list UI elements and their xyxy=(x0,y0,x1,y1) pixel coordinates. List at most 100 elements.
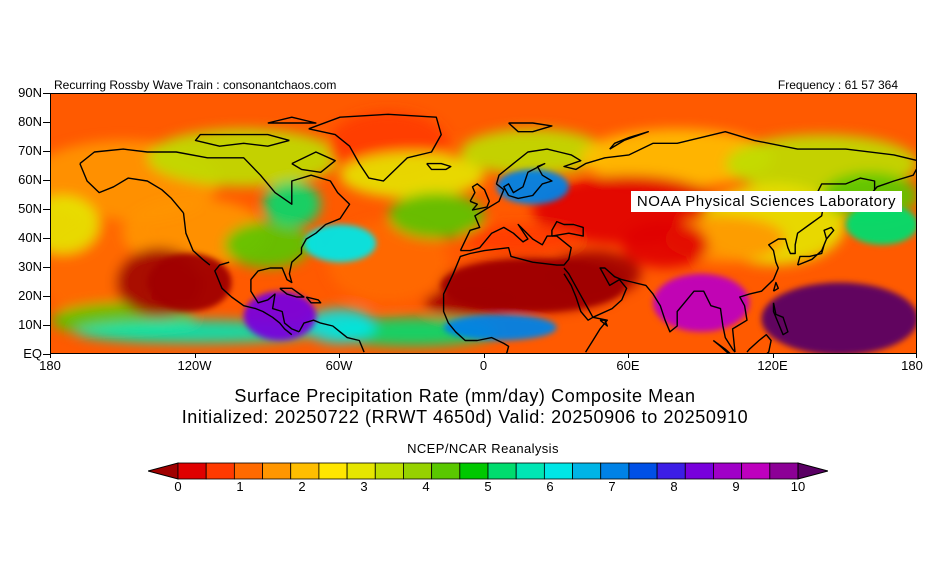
coastline-segment xyxy=(267,116,317,124)
coastline-segment xyxy=(563,267,736,353)
chart-subtitle: Initialized: 20250722 (RRWT 4650d) Valid… xyxy=(181,407,749,427)
longitude-label: 180 xyxy=(39,358,61,373)
colorbar-swatch xyxy=(403,462,433,480)
colorbar-swatch xyxy=(572,462,602,480)
latitude-tick xyxy=(43,151,50,152)
colorbar-label: 1 xyxy=(236,479,244,494)
precip-field-blob xyxy=(340,152,485,199)
colorbar-swatch xyxy=(515,462,545,480)
coastline-segment xyxy=(599,319,608,327)
precip-region xyxy=(243,291,316,341)
precipitation-map-canvas xyxy=(51,94,916,353)
colorbar-swatch xyxy=(543,462,573,480)
colorbar-label: 10 xyxy=(790,479,806,494)
colorbar-swatch xyxy=(487,462,517,480)
latitude-label: EQ xyxy=(23,346,42,361)
colorbar-swatch xyxy=(262,462,292,480)
latitude-tick xyxy=(43,354,50,355)
colorbar-swatch xyxy=(290,462,320,480)
longitude-tick xyxy=(916,353,917,358)
longitude-label: 60W xyxy=(325,358,353,373)
coastline-segment xyxy=(746,333,772,353)
coastline-segment xyxy=(508,122,553,133)
latitude-tick xyxy=(43,122,50,123)
coastline-segment xyxy=(563,273,608,353)
coastline-segment xyxy=(308,113,442,182)
colorbar-label: 7 xyxy=(608,479,616,494)
precip-region xyxy=(496,169,569,205)
colorbar-swatch xyxy=(233,462,263,480)
latitude-label: 10N xyxy=(18,317,42,332)
colorbar-swatch xyxy=(374,462,404,480)
precip-field-blob xyxy=(51,195,100,254)
colorbar-label: 9 xyxy=(732,479,740,494)
precip-region xyxy=(443,314,557,341)
colorbar-label: 2 xyxy=(298,479,306,494)
longitude-label: 120W xyxy=(177,358,212,373)
precip-field-blob xyxy=(224,221,312,268)
precipitation-map: NOAA Physical Sciences Laboratory xyxy=(50,93,917,354)
coastline-segment xyxy=(79,148,351,333)
colorbar-label: 6 xyxy=(546,479,554,494)
coastline-segment xyxy=(279,287,305,298)
colorbar-swatch xyxy=(600,462,630,480)
coastline-segment xyxy=(712,339,731,353)
colorbar-label: 0 xyxy=(174,479,182,494)
colorbar-swatch xyxy=(628,462,658,480)
longitude-tick xyxy=(195,353,196,358)
coastline-segment xyxy=(194,133,290,147)
colorbar-label: 8 xyxy=(670,479,678,494)
longitude-label: 0 xyxy=(479,358,488,373)
longitude-label: 60E xyxy=(616,358,640,373)
latitude-tick xyxy=(43,296,50,297)
latitude-label: 20N xyxy=(18,288,42,303)
colorbar-swatch xyxy=(177,462,207,480)
colorbar-swatch xyxy=(684,462,714,480)
latitude-tick xyxy=(43,267,50,268)
latitude-label: 80N xyxy=(18,114,42,129)
coastline-segment xyxy=(442,223,572,353)
colorbar-swatch xyxy=(346,462,376,480)
latitude-label: 70N xyxy=(18,143,42,158)
precip-region xyxy=(761,282,916,353)
credit-label: NOAA Physical Sciences Laboratory xyxy=(630,191,902,212)
colorbar-low-arrow xyxy=(148,462,179,480)
coastline-segment xyxy=(551,220,584,237)
coastline-segment xyxy=(796,226,835,266)
longitude-tick xyxy=(50,353,51,358)
colorbar-swatch xyxy=(459,462,489,480)
data-source-label: NCEP/NCAR Reanalysis xyxy=(407,441,559,456)
longitude-label: 120E xyxy=(757,358,788,373)
precip-region xyxy=(441,259,625,312)
latitude-label: 60N xyxy=(18,172,42,187)
coastline-segment xyxy=(459,131,916,251)
colorbar-swatch xyxy=(741,462,771,480)
colorbar-swatch xyxy=(431,462,461,480)
colorbar-swatch xyxy=(205,462,235,480)
longitude-tick xyxy=(339,353,340,358)
precip-field-blob xyxy=(621,221,709,268)
longitude-tick xyxy=(628,353,629,358)
coastlines xyxy=(79,113,916,353)
colorbar-swatch xyxy=(713,462,743,480)
precip-region xyxy=(147,253,232,312)
coastline-segment xyxy=(469,183,490,211)
colorbar-high-arrow xyxy=(797,462,828,480)
precip-field-blob xyxy=(303,308,377,344)
latitude-label: 40N xyxy=(18,230,42,245)
latitude-label: 50N xyxy=(18,201,42,216)
colorbar-label: 4 xyxy=(422,479,430,494)
latitude-tick xyxy=(43,325,50,326)
coastline-segment xyxy=(772,281,779,292)
latitude-tick xyxy=(43,209,50,210)
precip-region xyxy=(845,204,916,245)
colorbar-swatch xyxy=(318,462,348,480)
latitude-label: 90N xyxy=(18,85,42,100)
colorbar-swatch xyxy=(769,462,799,480)
precip-field-blob xyxy=(388,192,485,239)
header-right-text: Frequency : 61 57 364 xyxy=(777,78,898,92)
colorbar-label: 3 xyxy=(360,479,368,494)
longitude-label: 180 xyxy=(901,358,923,373)
precip-field-blob xyxy=(580,128,774,187)
coastline-segment xyxy=(291,151,336,174)
